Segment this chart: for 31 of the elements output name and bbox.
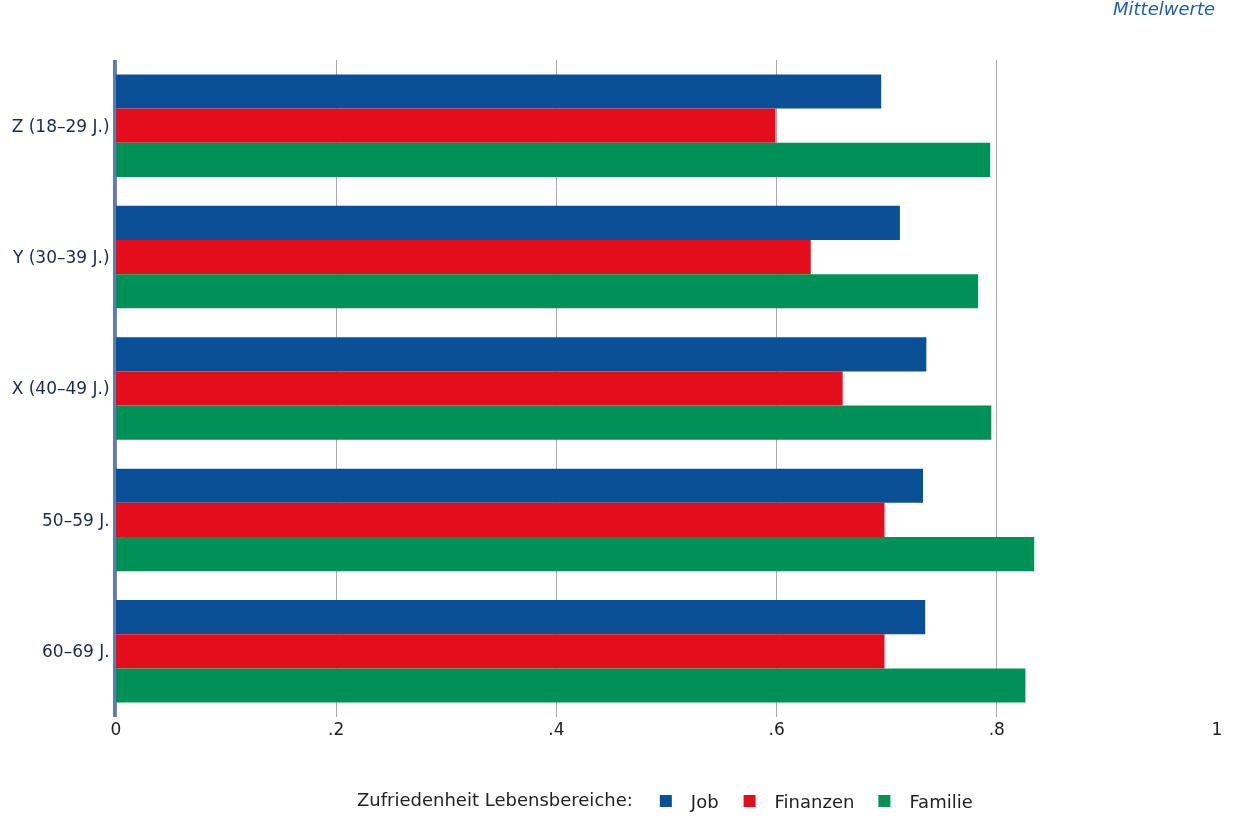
bar [116, 668, 1026, 703]
y-tick-label: 50–59 J. [42, 509, 110, 530]
bar [116, 240, 811, 275]
bar [116, 502, 885, 537]
bar [116, 337, 927, 372]
bar [116, 274, 979, 309]
legend-label: Familie [909, 790, 973, 812]
x-tick-label: 0 [110, 719, 122, 739]
x-tick-label: .6 [768, 719, 785, 739]
legend-title: Zufriedenheit Lebensbereiche: [357, 789, 633, 811]
bar [116, 108, 776, 143]
legend-label: Finanzen [774, 790, 855, 812]
x-tick-label: .8 [988, 719, 1005, 739]
bar [116, 536, 1035, 572]
y-tick-label: 60–69 J. [42, 641, 110, 662]
y-tick-label: Y (30–39 J.) [11, 247, 110, 268]
x-tick-label: .2 [328, 719, 345, 739]
y-tick-label: Z (18–29 J.) [11, 115, 110, 136]
text: Mittelwerte [1113, 0, 1216, 19]
x-tick-label: .4 [548, 719, 565, 739]
bar [116, 371, 843, 406]
y-tick-label: X (40–49 J.) [11, 378, 110, 399]
bar [116, 74, 882, 109]
bar [116, 205, 900, 241]
bar [116, 634, 885, 669]
bar [116, 405, 992, 440]
legend-label: Job [689, 790, 719, 812]
x-tick-label: 1 [1211, 719, 1223, 739]
bar [116, 600, 926, 635]
bar [116, 468, 924, 503]
bar [116, 142, 991, 177]
